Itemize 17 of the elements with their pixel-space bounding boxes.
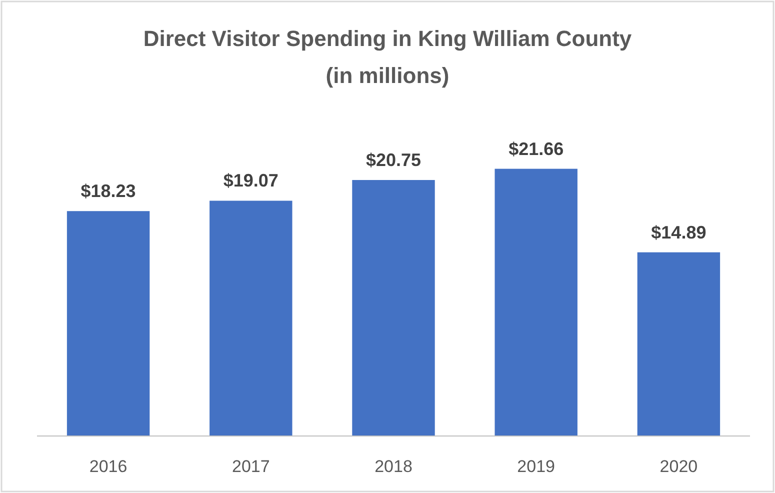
data-label: $18.23 [80, 181, 136, 202]
bar [352, 180, 435, 436]
chart-title: Direct Visitor Spending in King William County [143, 26, 632, 51]
bar [494, 168, 578, 436]
x-tick-label: 2019 [517, 457, 556, 476]
data-label: $21.66 [508, 138, 564, 159]
data-label: $14.89 [651, 222, 706, 242]
bar [66, 211, 150, 436]
bar [210, 200, 292, 436]
chart-subtitle: (in millions) [326, 63, 450, 88]
x-tick-label: 2016 [89, 457, 128, 476]
bar [637, 252, 720, 436]
data-label: $19.07 [223, 170, 278, 191]
x-tick-label: 2017 [232, 457, 270, 476]
x-tick-label: 2020 [660, 457, 698, 476]
x-tick-label: 2018 [374, 457, 412, 476]
data-label: $20.75 [366, 150, 422, 170]
